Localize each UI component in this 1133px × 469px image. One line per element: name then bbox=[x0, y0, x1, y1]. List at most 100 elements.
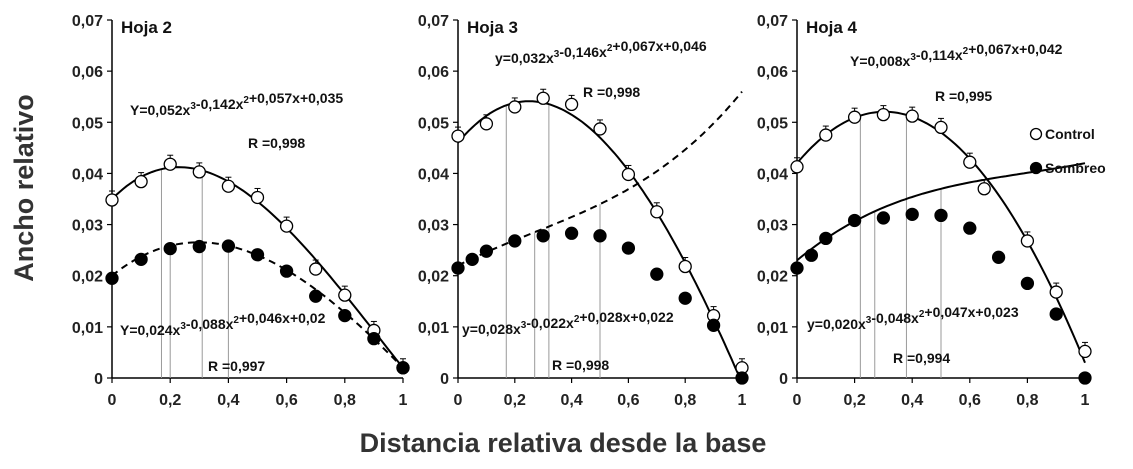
y-tick-label: 0,02 bbox=[418, 269, 449, 286]
point-sombreo bbox=[905, 207, 919, 221]
point-sombreo bbox=[621, 241, 636, 255]
point-sombreo bbox=[192, 239, 206, 254]
point-control bbox=[250, 190, 265, 205]
point-control bbox=[564, 97, 579, 112]
fit-equation-sombreo: y=0,020x3-0,048x2+0,047x+0,023 bbox=[807, 304, 1019, 332]
fit-r-sombreo: R =0,998 bbox=[552, 357, 609, 373]
x-tick-label: 0,8 bbox=[674, 392, 696, 409]
legend-label-control: Control bbox=[1045, 126, 1095, 142]
panel-title: Hoja 3 bbox=[467, 18, 518, 37]
point-control bbox=[1020, 234, 1035, 248]
point-sombreo bbox=[934, 208, 948, 223]
point-control bbox=[451, 129, 465, 143]
y-tick-label: 0 bbox=[440, 371, 449, 388]
point-sombreo bbox=[134, 252, 148, 266]
legend: Control Sombreo bbox=[1029, 126, 1106, 176]
panel-title: Hoja 4 bbox=[806, 18, 858, 37]
x-axis-label: Distancia relativa desde la base bbox=[360, 428, 767, 458]
fit-r-control: R =0,998 bbox=[583, 84, 640, 100]
point-sombreo bbox=[163, 241, 177, 256]
point-control bbox=[621, 167, 636, 182]
point-control bbox=[134, 174, 148, 189]
fit-equation-control: y=0,032x3-0,146x2+0,067x+0,046 bbox=[495, 38, 707, 66]
point-control bbox=[309, 262, 323, 276]
y-tick-label: 0 bbox=[94, 371, 103, 388]
x-tick-label: 1 bbox=[399, 392, 408, 409]
point-sombreo bbox=[279, 264, 294, 278]
y-tick-label: 0,07 bbox=[757, 13, 788, 30]
point-sombreo bbox=[309, 289, 323, 303]
fit-equation-sombreo: y=0,028x3-0,022x2+0,028x+0,022 bbox=[462, 309, 674, 337]
point-sombreo bbox=[221, 239, 236, 253]
legend-marker-control bbox=[1029, 127, 1043, 141]
fit-r-control: R =0,995 bbox=[935, 88, 992, 104]
point-control bbox=[279, 219, 294, 233]
x-tick-label: 0,2 bbox=[159, 392, 181, 409]
point-sombreo bbox=[451, 261, 465, 275]
point-sombreo bbox=[338, 308, 352, 323]
point-control bbox=[819, 128, 833, 142]
y-tick-label: 0,02 bbox=[72, 269, 103, 286]
y-tick-label: 0,04 bbox=[418, 166, 449, 183]
point-sombreo bbox=[250, 248, 265, 262]
point-sombreo bbox=[735, 371, 749, 385]
panel-title: Hoja 2 bbox=[121, 18, 172, 37]
y-tick-label: 0,04 bbox=[72, 166, 103, 183]
fit-r-sombreo: R =0,994 bbox=[893, 350, 950, 366]
x-tick-label: 0 bbox=[793, 392, 802, 409]
x-tick-label: 1 bbox=[738, 392, 747, 409]
y-tick-label: 0,05 bbox=[757, 115, 788, 132]
fit-curve-sombreo bbox=[457, 90, 743, 267]
point-sombreo bbox=[991, 250, 1006, 264]
point-control bbox=[1049, 285, 1063, 299]
point-sombreo bbox=[465, 252, 479, 266]
y-tick-label: 0,07 bbox=[418, 13, 449, 30]
point-control bbox=[192, 165, 206, 179]
y-tick-label: 0,03 bbox=[757, 218, 788, 235]
y-tick-label: 0,06 bbox=[757, 64, 788, 81]
x-tick-label: 0 bbox=[108, 392, 117, 409]
x-tick-label: 0,8 bbox=[1016, 392, 1038, 409]
y-tick-label: 0,03 bbox=[418, 218, 449, 235]
x-tick-label: 0,4 bbox=[560, 392, 582, 409]
x-tick-label: 0,2 bbox=[504, 392, 526, 409]
x-tick-label: 0,8 bbox=[334, 392, 356, 409]
panel-2: 0 0,01 0,02 0,03 0,04 0,05 0,06 0,07 0 0,2 0,4 0,6 0… bbox=[418, 13, 749, 409]
point-control bbox=[876, 107, 891, 122]
point-sombreo bbox=[536, 229, 550, 243]
x-tick-label: 0,2 bbox=[843, 392, 865, 409]
y-tick-label: 0,06 bbox=[418, 64, 449, 81]
legend-label-sombreo: Sombreo bbox=[1045, 160, 1106, 176]
point-sombreo bbox=[508, 234, 522, 248]
x-tick-label: 0,4 bbox=[217, 392, 239, 409]
legend-marker-sombreo bbox=[1029, 161, 1043, 175]
y-tick-label: 0,06 bbox=[72, 64, 103, 81]
point-control bbox=[479, 117, 494, 131]
point-control bbox=[338, 288, 352, 302]
y-tick-label: 0,07 bbox=[72, 13, 103, 30]
x-tick-label: 0,6 bbox=[275, 392, 297, 409]
point-control bbox=[163, 157, 177, 171]
point-sombreo bbox=[876, 211, 891, 225]
point-sombreo bbox=[396, 361, 410, 375]
point-control bbox=[536, 91, 550, 105]
fit-equation-control: Y=0,008x3-0,114x2+0,067x+0,042 bbox=[850, 41, 1063, 69]
point-control bbox=[508, 100, 522, 114]
point-sombreo bbox=[593, 229, 607, 243]
point-sombreo bbox=[819, 231, 833, 246]
y-tick-label: 0,01 bbox=[757, 320, 788, 337]
x-tick-label: 0,4 bbox=[901, 392, 923, 409]
point-control bbox=[847, 110, 862, 124]
point-sombreo bbox=[105, 271, 119, 285]
point-sombreo bbox=[804, 248, 819, 262]
x-tick-label: 0,6 bbox=[959, 392, 981, 409]
point-sombreo bbox=[678, 291, 692, 305]
point-control bbox=[650, 205, 664, 219]
fit-curve-control bbox=[457, 100, 743, 384]
y-tick-label: 0,04 bbox=[757, 166, 788, 183]
y-tick-label: 0,03 bbox=[72, 218, 103, 235]
y-axis-label: Ancho relativo bbox=[9, 94, 39, 282]
point-control bbox=[1078, 344, 1092, 359]
